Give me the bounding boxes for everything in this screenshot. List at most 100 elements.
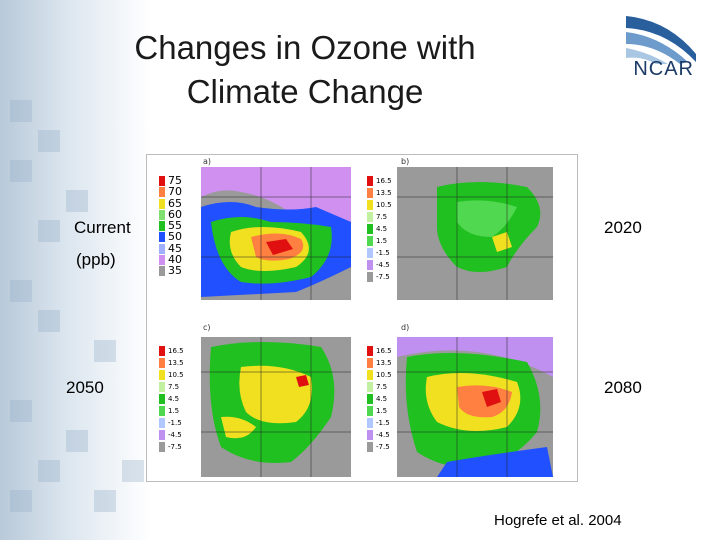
legend-swatch: [367, 200, 373, 210]
legend-entry: -1.5: [367, 247, 413, 259]
legend-swatch: [367, 406, 373, 416]
legend-value: 13.5: [376, 189, 392, 197]
legend-swatch: [367, 260, 373, 270]
decor-tile: [10, 280, 32, 302]
legend-swatch: [367, 418, 373, 428]
legend-value: -1.5: [168, 419, 182, 427]
legend-value: 4.5: [376, 225, 388, 233]
legend-swatch: [159, 394, 165, 404]
legend-entry: -1.5: [367, 417, 413, 429]
panel-a-map: [201, 167, 351, 300]
decor-tile: [122, 460, 144, 482]
legend-swatch: [159, 382, 165, 392]
legend-entry: 40: [159, 254, 205, 265]
legend-value: 35: [168, 264, 182, 278]
legend-value: 65: [168, 196, 182, 210]
legend-entry: 75: [159, 175, 205, 186]
panel-b-label: b): [401, 157, 410, 166]
legend-entry: 7.5: [159, 381, 205, 393]
legend-swatch: [159, 255, 165, 266]
legend-swatch: [367, 272, 373, 282]
legend-entry: 65: [159, 196, 205, 210]
ozone-map-figure: a) 75 70 65 60 55 50 45 40 35 b) 16.5 1: [146, 154, 578, 482]
legend-entry: 13.5: [367, 187, 413, 199]
legend-entry: 55: [159, 220, 205, 231]
legend-entry: -4.5: [159, 429, 205, 441]
legend-swatch: [159, 430, 165, 440]
legend-value: 13.5: [168, 359, 184, 367]
legend-entry: 10.5: [159, 369, 205, 381]
label-current: Current: [74, 218, 131, 237]
legend-value: 7.5: [376, 213, 388, 221]
legend-value: 10.5: [376, 201, 392, 209]
legend-swatch: [159, 187, 165, 198]
decor-tile: [10, 490, 32, 512]
panel-b-legend: 16.5 13.5 10.5 7.5 4.5 1.5 -1.5 -4.5 -7.…: [367, 175, 413, 283]
panel-d-legend: 16.5 13.5 10.5 7.5 4.5 1.5 -1.5 -4.5 -7.…: [367, 345, 413, 453]
panel-a-legend: 75 70 65 60 55 50 45 40 35: [159, 175, 205, 277]
legend-value: 16.5: [376, 347, 392, 355]
panel-c-legend: 16.5 13.5 10.5 7.5 4.5 1.5 -1.5 -4.5 -7.…: [159, 345, 205, 453]
legend-entry: 10.5: [367, 369, 413, 381]
panel-c-map: [201, 337, 351, 477]
legend-value: -4.5: [168, 431, 182, 439]
legend-value: 10.5: [376, 371, 392, 379]
legend-entry: 4.5: [159, 393, 205, 405]
legend-value: 40: [168, 253, 182, 267]
legend-swatch: [367, 394, 373, 404]
slide-title-line-1: Changes in Ozone with: [134, 29, 476, 66]
legend-swatch: [367, 346, 373, 356]
legend-value: 10.5: [168, 371, 184, 379]
label-ppb: (ppb): [76, 250, 116, 269]
legend-value: 50: [168, 230, 182, 244]
legend-entry: -7.5: [367, 271, 413, 283]
slide-title: Changes in Ozone with Climate Change: [130, 26, 480, 114]
decor-tile: [10, 160, 32, 182]
legend-value: -1.5: [376, 249, 390, 257]
decor-tile: [66, 430, 88, 452]
decor-tile: [38, 130, 60, 152]
citation: Hogrefe et al. 2004: [494, 512, 622, 529]
legend-entry: -1.5: [159, 417, 205, 429]
legend-entry: 1.5: [159, 405, 205, 417]
legend-swatch: [367, 382, 373, 392]
decor-tile: [66, 190, 88, 212]
ncar-logo-text: NCAR: [633, 58, 694, 80]
legend-swatch: [159, 221, 165, 232]
legend-entry: 16.5: [367, 175, 413, 187]
legend-value: 55: [168, 219, 182, 233]
legend-entry: 7.5: [367, 211, 413, 223]
legend-swatch: [367, 176, 373, 186]
legend-swatch: [367, 188, 373, 198]
legend-swatch: [367, 430, 373, 440]
legend-value: -7.5: [168, 443, 182, 451]
decor-tile: [38, 220, 60, 242]
legend-value: 16.5: [168, 347, 184, 355]
legend-entry: 1.5: [367, 405, 413, 417]
legend-swatch: [159, 370, 165, 380]
legend-value: -4.5: [376, 431, 390, 439]
decor-tile: [38, 310, 60, 332]
legend-entry: 4.5: [367, 393, 413, 405]
legend-value: 13.5: [376, 359, 392, 367]
legend-value: 1.5: [168, 407, 180, 415]
legend-swatch: [367, 442, 373, 452]
legend-value: 1.5: [376, 237, 388, 245]
legend-value: -4.5: [376, 261, 390, 269]
legend-swatch: [159, 442, 165, 452]
legend-swatch: [367, 370, 373, 380]
decor-tile: [10, 400, 32, 422]
panel-a-label: a): [203, 157, 212, 166]
legend-value: 16.5: [376, 177, 392, 185]
sidebar-decoration: [0, 0, 150, 540]
legend-entry: -4.5: [367, 259, 413, 271]
legend-swatch: [159, 406, 165, 416]
legend-entry: 60: [159, 209, 205, 220]
panel-d-map: [397, 337, 553, 477]
legend-entry: 10.5: [367, 199, 413, 211]
legend-swatch: [367, 212, 373, 222]
legend-swatch: [367, 358, 373, 368]
panel-b-map: [397, 167, 553, 300]
legend-value: -7.5: [376, 273, 390, 281]
legend-entry: 13.5: [367, 357, 413, 369]
